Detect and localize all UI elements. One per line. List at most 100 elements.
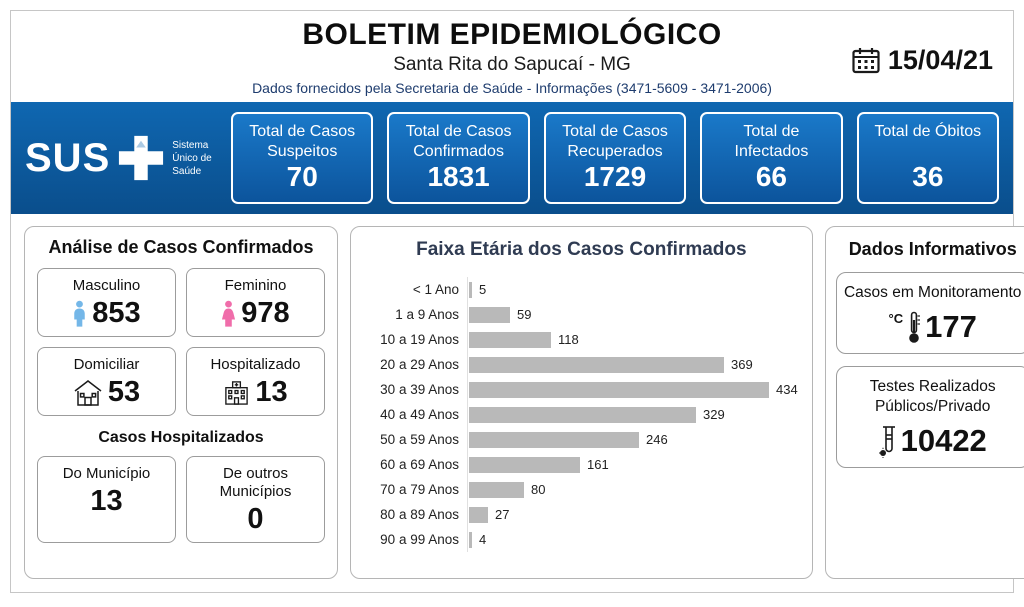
- municipality-count: 13: [90, 485, 123, 517]
- stat-label: Total de Casos Recuperados: [562, 123, 668, 160]
- header-note: Dados fornecidos pela Secretaria de Saúd…: [252, 80, 772, 96]
- stats-banner: SUS Sistema Único de Saúde Total de Caso…: [11, 102, 1013, 214]
- card-municipality: Do Município 13: [37, 456, 176, 543]
- monitoring-count: 177: [925, 309, 977, 345]
- chart-row: 70 a 79 Anos 80: [365, 477, 798, 502]
- card-value: 853: [42, 297, 171, 330]
- bar: [469, 406, 696, 423]
- card-label: Casos em Monitoramento: [843, 284, 1022, 301]
- stat-label: Total de Casos Confirmados: [405, 123, 512, 160]
- age-chart-panel: Faixa Etária dos Casos Confirmados < 1 A…: [350, 226, 813, 579]
- bar: [469, 481, 524, 498]
- hospitalized-cards: Do Município 13 De outros Municípios 0: [37, 456, 325, 543]
- chart-value-label: 161: [587, 457, 609, 472]
- chart-value-label: 434: [776, 382, 798, 397]
- card-hospitalized: Hospitalizado 13: [186, 347, 325, 416]
- testtube-icon: [878, 425, 897, 458]
- chart-category-label: 60 a 69 Anos: [380, 457, 459, 472]
- bar: [469, 356, 724, 373]
- chart-value-label: 80: [531, 482, 546, 497]
- home-count: 53: [107, 376, 141, 408]
- chart-value-label: 369: [731, 357, 753, 372]
- page-subtitle: Santa Rita do Sapucaí - MG: [393, 54, 631, 75]
- chart-row: 10 a 19 Anos 118: [365, 327, 798, 352]
- card-male: Masculino 853: [37, 268, 176, 337]
- chart-category-label: 30 a 39 Anos: [380, 382, 459, 397]
- analysis-panel: Análise de Casos Confirmados Masculino 8…: [24, 226, 338, 579]
- report-date: 15/04/21: [887, 45, 993, 75]
- bar: [469, 531, 472, 548]
- chart-row: 20 a 29 Anos 369: [365, 352, 798, 377]
- chart-value-label: 27: [495, 507, 510, 522]
- bar: [469, 281, 472, 298]
- stat-label: Total de Óbitos: [874, 123, 982, 140]
- stat-recovered: Total de Casos Recuperados 1729: [543, 112, 687, 204]
- chart-category-label: 50 a 59 Anos: [380, 432, 459, 447]
- hospitalized-count: 13: [255, 376, 288, 408]
- thermometer-icon: [907, 311, 921, 344]
- main-content: Análise de Casos Confirmados Masculino 8…: [11, 214, 1024, 592]
- stat-value: 70: [286, 161, 318, 193]
- card-value: 978: [191, 297, 320, 330]
- card-label: De outros Municípios: [219, 465, 292, 500]
- bar: [469, 456, 580, 473]
- chart-value-label: 59: [517, 307, 532, 322]
- card-label: Do Município: [62, 465, 151, 482]
- chart-value-label: 4: [479, 532, 487, 547]
- sus-logo: SUS Sistema Único de Saúde: [25, 134, 221, 182]
- female-icon: [221, 300, 236, 327]
- tests-count: 10422: [900, 423, 987, 459]
- house-icon: [73, 379, 103, 406]
- chart-category-label: 90 a 99 Anos: [380, 532, 459, 547]
- stat-value: 1729: [583, 161, 647, 193]
- stat-value: 36: [912, 161, 944, 192]
- hospital-icon: [223, 379, 250, 406]
- chart-category-label: 40 a 49 Anos: [380, 407, 459, 422]
- card-value: °C 177: [843, 309, 1023, 345]
- chart-category-label: 1 a 9 Anos: [395, 307, 459, 322]
- chart-title: Faixa Etária dos Casos Confirmados: [416, 239, 747, 260]
- bar: [469, 306, 510, 323]
- chart-value-label: 329: [703, 407, 725, 422]
- card-label: Testes Realizados Públicos/Privado: [869, 378, 996, 416]
- sus-cross-icon: [117, 134, 165, 182]
- stat-confirmed: Total de Casos Confirmados 1831: [387, 112, 530, 204]
- bulletin-frame: BOLETIM EPIDEMIOLÓGICO Santa Rita do Sap…: [10, 10, 1024, 593]
- card-value: 13: [191, 376, 320, 409]
- chart-value-label: 118: [558, 332, 579, 347]
- date-box: 15/04/21: [852, 45, 993, 76]
- bar: [469, 431, 639, 448]
- female-count: 978: [241, 297, 290, 329]
- stat-deaths: Total de Óbitos 36: [856, 112, 1000, 204]
- info-title: Dados Informativos: [848, 239, 1017, 259]
- age-bar-chart: < 1 Ano 5 1 a 9 Anos 59 10 a 19 Anos 118…: [365, 277, 798, 552]
- other-municipalities-count: 0: [247, 503, 264, 535]
- chart-value-label: 5: [479, 282, 487, 297]
- bar: [469, 381, 769, 398]
- chart-row: 60 a 69 Anos 161: [365, 452, 798, 477]
- chart-row: 1 a 9 Anos 59: [365, 302, 798, 327]
- chart-row: 80 a 89 Anos 27: [365, 502, 798, 527]
- card-home: Domiciliar 53: [37, 347, 176, 416]
- chart-row: < 1 Ano 5: [365, 277, 798, 302]
- chart-value-label: 246: [646, 432, 668, 447]
- sus-tagline: Sistema Único de Saúde: [172, 139, 212, 177]
- card-tests: Testes Realizados Públicos/Privado: [835, 366, 1024, 469]
- stat-value: 1831: [427, 161, 490, 193]
- card-other-municipalities: De outros Municípios 0: [186, 456, 325, 543]
- card-label: Masculino: [72, 277, 141, 294]
- card-label: Feminino: [224, 277, 287, 294]
- card-label: Domiciliar: [73, 356, 140, 373]
- chart-category-label: 70 a 79 Anos: [380, 482, 459, 497]
- page-title: BOLETIM EPIDEMIOLÓGICO: [302, 18, 722, 51]
- analysis-title: Análise de Casos Confirmados: [48, 237, 314, 257]
- card-value: 53: [42, 376, 171, 409]
- calendar-icon: [852, 47, 880, 74]
- bar: [469, 506, 488, 523]
- hospitalized-section-title: Casos Hospitalizados: [98, 429, 264, 446]
- card-monitoring: Casos em Monitoramento °C 177: [835, 272, 1024, 355]
- header: BOLETIM EPIDEMIOLÓGICO Santa Rita do Sap…: [11, 11, 1013, 96]
- chart-row: 30 a 39 Anos 434: [365, 377, 798, 402]
- chart-row: 50 a 59 Anos 246: [365, 427, 798, 452]
- analysis-cards: Masculino 853 Feminino: [37, 268, 325, 416]
